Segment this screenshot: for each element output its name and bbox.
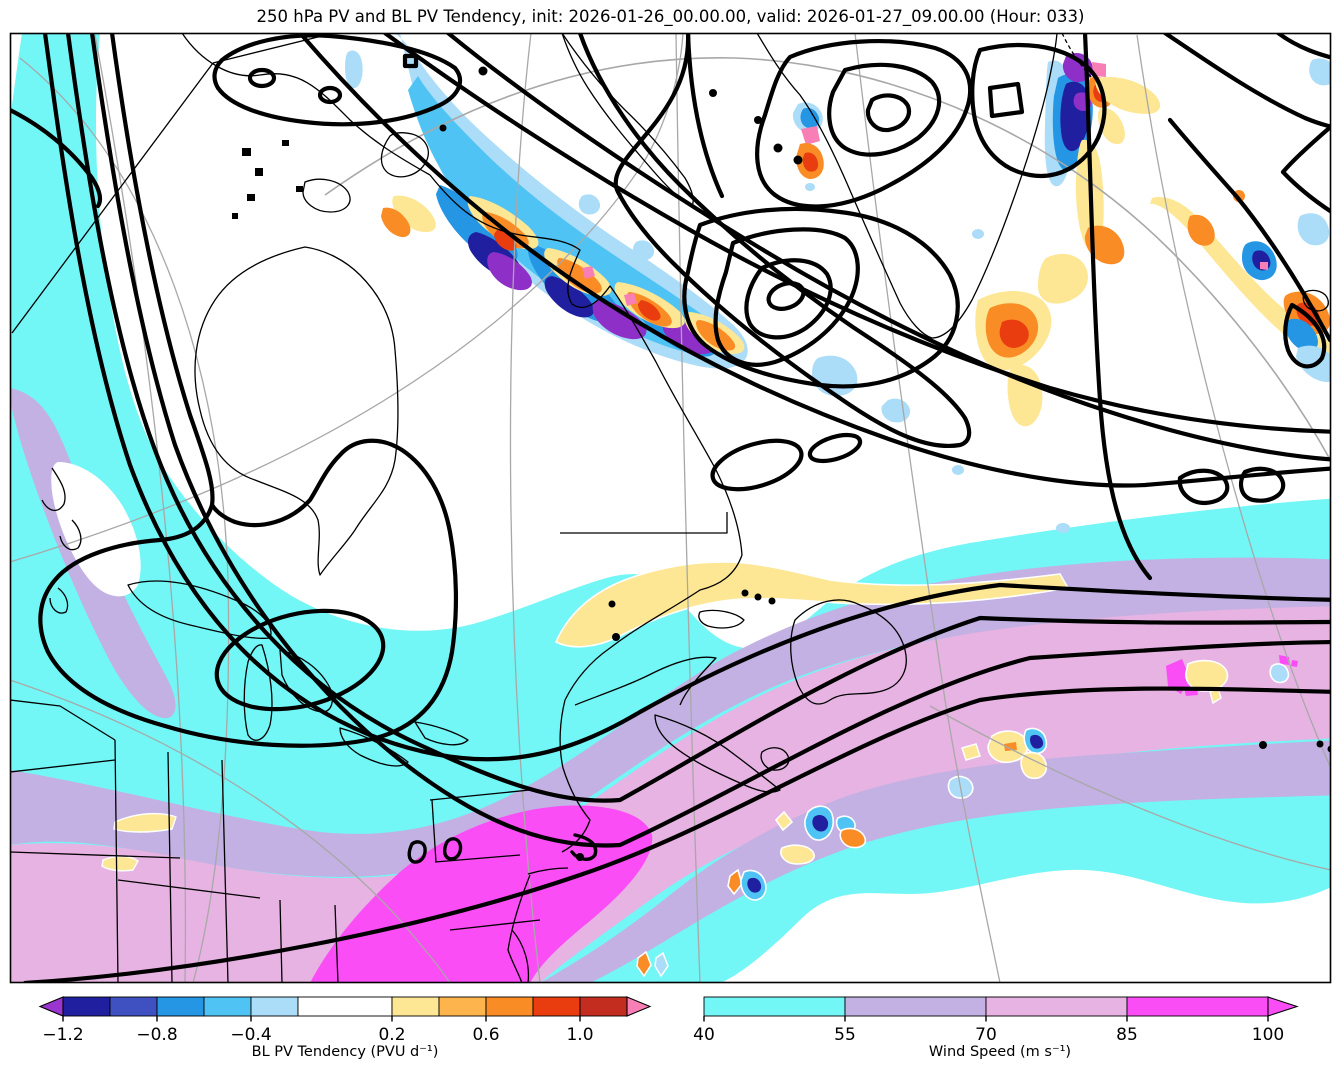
wind-speed-tick-label: 40 bbox=[693, 1025, 715, 1045]
wind-speed-segment bbox=[844, 996, 987, 1017]
wind-speed-colorbar-label: Wind Speed (m s⁻¹) bbox=[928, 1044, 1072, 1060]
pv-tendency-segment bbox=[438, 996, 487, 1017]
wind-speed-tick-label: 100 bbox=[1252, 1025, 1284, 1045]
pv-tendency-segment bbox=[109, 996, 158, 1017]
pv-tendency-segment bbox=[532, 996, 581, 1017]
pv-tendency-tick-label: 0.6 bbox=[472, 1025, 499, 1045]
graticule bbox=[10, 33, 1331, 983]
pv-tendency-under-arrow bbox=[38, 996, 64, 1017]
pv-tendency-segment bbox=[203, 996, 252, 1017]
pv-tendency-colorbar-label: BL PV Tendency (PVU d⁻¹) bbox=[251, 1044, 439, 1060]
wind-speed-tick-label: 70 bbox=[975, 1025, 997, 1045]
pv-contours bbox=[10, 33, 1331, 983]
pv-tendency-over-arrow bbox=[626, 996, 652, 1017]
wind-speed-segment bbox=[985, 996, 1128, 1017]
wind-speed-colorbar: 40 55 70 85 100 bbox=[693, 996, 1299, 1045]
pv-tendency-segment bbox=[485, 996, 534, 1017]
pv-tendency-tick-label: −0.8 bbox=[136, 1025, 177, 1045]
figure-title: 250 hPa PV and BL PV Tendency, init: 202… bbox=[256, 7, 1085, 26]
wind-speed-segment bbox=[703, 996, 846, 1017]
contour-dots bbox=[232, 66, 1331, 861]
wind-speed-tick-label: 55 bbox=[834, 1025, 856, 1045]
pv-tendency-tick-label: −0.4 bbox=[230, 1025, 271, 1045]
wind-speed-tick-label: 85 bbox=[1116, 1025, 1138, 1045]
pv-tendency-segment bbox=[297, 996, 393, 1017]
pv-tendency-segment bbox=[62, 996, 111, 1017]
pv-tendency-segment bbox=[579, 996, 628, 1017]
map-border bbox=[9, 32, 1332, 984]
wind-speed-over-arrow bbox=[1267, 996, 1299, 1017]
pv-tendency-tick-label: −1.2 bbox=[42, 1025, 83, 1045]
pv-tendency-tick-label: 1.0 bbox=[566, 1025, 593, 1045]
pv-tendency-tick-label: 0.2 bbox=[378, 1025, 405, 1045]
pv-tendency-segment bbox=[156, 996, 205, 1017]
pv-tendency-segment bbox=[391, 996, 440, 1017]
wind-speed-segment bbox=[1126, 996, 1269, 1017]
pv-tendency-segment bbox=[250, 996, 299, 1017]
pv-tendency-colorbar: −1.2 −0.8 −0.4 0.2 0.6 1.0 bbox=[38, 996, 652, 1045]
